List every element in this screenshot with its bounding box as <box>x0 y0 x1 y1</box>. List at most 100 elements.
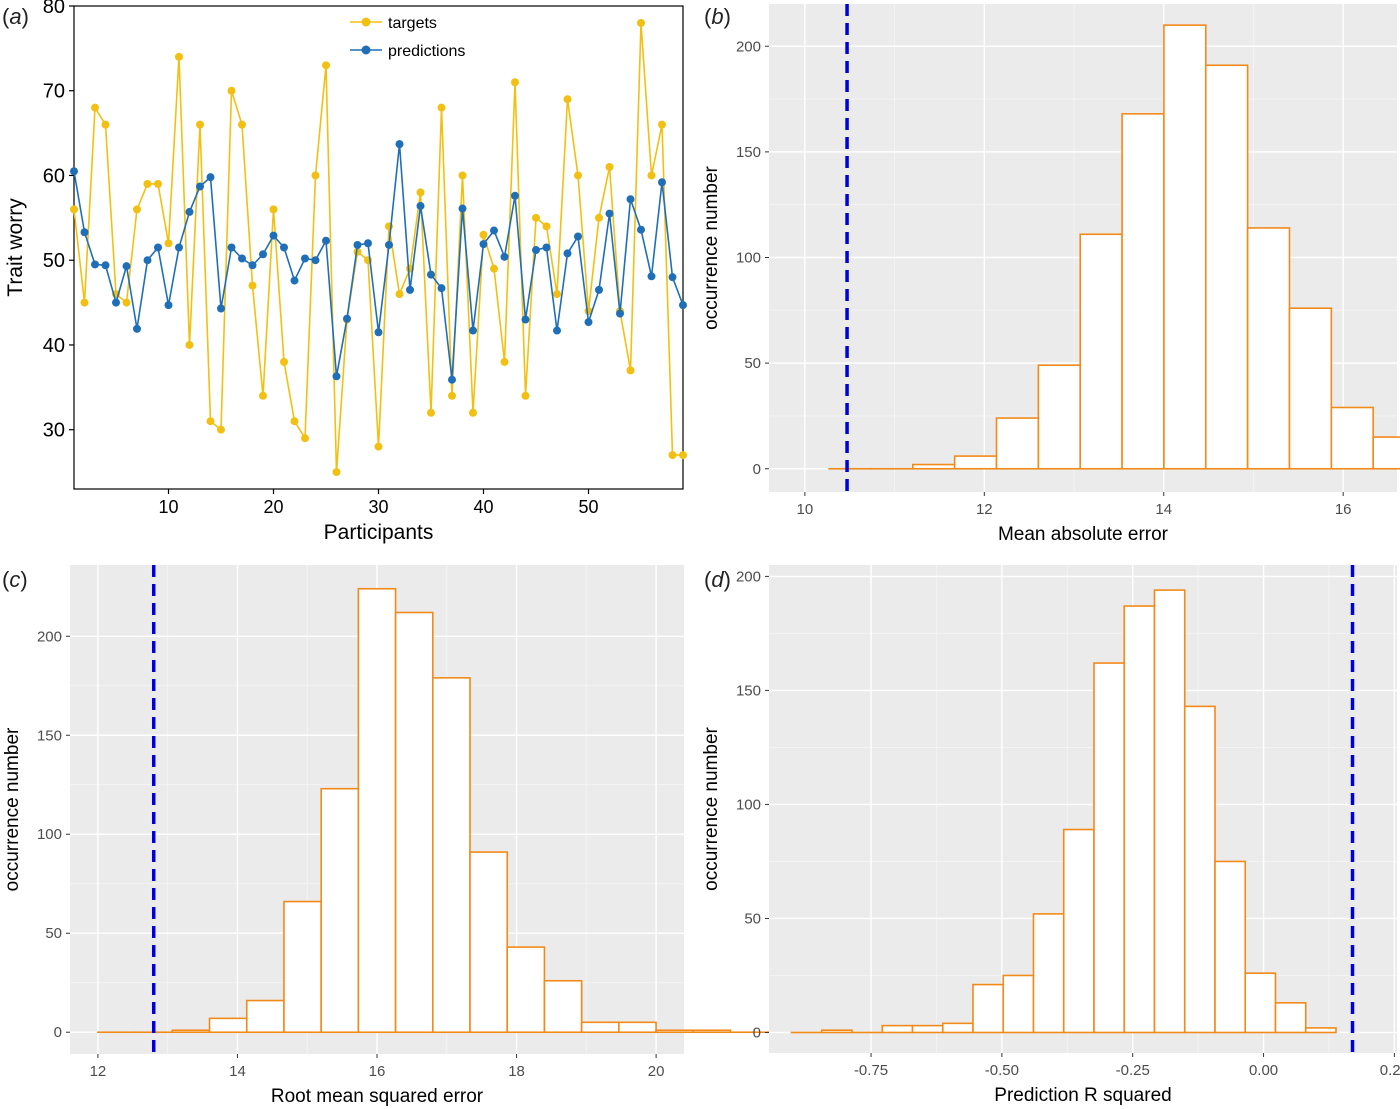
predictions-point <box>574 232 582 241</box>
y-tick-label: 150 <box>736 682 761 699</box>
panel-label-close: ) <box>22 4 29 29</box>
y-tick-label: 0 <box>753 461 761 478</box>
targets-point <box>91 103 99 112</box>
predictions-point <box>658 178 666 187</box>
predictions-point <box>542 243 551 252</box>
histogram-bar <box>1304 1027 1337 1034</box>
y-axis-label: occurrence number <box>2 727 23 891</box>
predictions-point <box>196 182 204 191</box>
predictions-point <box>70 167 78 176</box>
x-axis-label: Participants <box>324 521 434 544</box>
targets-point <box>196 120 204 129</box>
y-tick-label: 100 <box>736 250 761 267</box>
histogram-bar <box>171 1029 211 1034</box>
targets-point <box>248 281 257 290</box>
legend-marker-predictions <box>361 45 371 55</box>
predictions-point <box>112 298 120 307</box>
targets-point <box>374 442 383 451</box>
targets-point <box>80 298 89 307</box>
targets-point <box>395 290 404 299</box>
histogram-bar <box>655 1029 695 1034</box>
predictions-point <box>595 285 603 294</box>
histogram-bar <box>911 1024 944 1034</box>
panel-label-letter: a <box>9 4 21 29</box>
histogram-bar <box>1183 705 1216 1034</box>
predictions-point <box>605 209 614 218</box>
targets-point <box>679 451 687 460</box>
predictions-point <box>637 225 645 234</box>
targets-point <box>427 408 435 417</box>
panel-d: 0 50 100 150 200 -0.75 -0.50 -0.25 0.00 0.25 Predi… <box>701 565 1400 1106</box>
predictions-point <box>154 243 162 252</box>
targets-point <box>143 179 152 188</box>
predictions-point <box>248 261 257 270</box>
histogram-bar <box>245 999 285 1034</box>
histogram-bar <box>972 983 1005 1034</box>
predictions-point <box>427 270 435 279</box>
x-tick-label: 18 <box>508 1063 525 1080</box>
targets-point <box>521 391 530 400</box>
histogram-bar <box>1163 24 1207 470</box>
y-tick-label: 200 <box>736 568 761 585</box>
targets-point <box>668 451 677 460</box>
y-tick-label: 0 <box>753 1024 761 1041</box>
histogram-bar <box>1204 64 1249 470</box>
predictions-point <box>395 140 404 149</box>
predictions-point <box>532 246 540 255</box>
predictions-point <box>101 261 110 270</box>
predictions-point <box>217 304 225 313</box>
targets-point <box>301 434 309 443</box>
panel-label-close: ) <box>724 4 731 29</box>
histogram-bar <box>208 1017 248 1034</box>
predictions-point <box>280 243 288 252</box>
histogram-bar <box>469 851 509 1034</box>
x-tick-label: 16 <box>369 1063 386 1080</box>
histogram-bar <box>881 1024 914 1034</box>
x-tick-label: 40 <box>473 497 493 517</box>
targets-point <box>595 213 603 222</box>
targets-point <box>458 171 467 180</box>
panel-a: 30 40 50 60 70 80 10 20 30 40 50 Participants Trait … <box>4 0 687 544</box>
predictions-point <box>679 301 687 310</box>
panel-b: 0 50 100 150 200 10 12 14 16 Mean absolute error o… <box>701 4 1400 545</box>
x-tick-label: -0.75 <box>854 1062 888 1079</box>
targets-point <box>290 417 299 426</box>
targets-point <box>311 171 320 180</box>
x-tick-label: 0.00 <box>1249 1062 1278 1079</box>
histogram-bar <box>1274 1002 1307 1034</box>
histogram-bar <box>580 1021 620 1034</box>
targets-point <box>658 120 666 129</box>
predictions-point <box>343 314 351 323</box>
predictions-point <box>269 231 278 240</box>
targets-point <box>175 52 183 61</box>
histogram-bar <box>283 900 322 1034</box>
panel-label-close: ) <box>724 567 731 592</box>
targets-point <box>164 239 173 248</box>
x-tick-label: 50 <box>578 497 598 517</box>
targets-point <box>70 205 78 214</box>
targets-point <box>553 290 561 299</box>
targets-point <box>280 357 288 366</box>
predictions-point <box>448 375 456 384</box>
predictions-point <box>385 240 393 249</box>
targets-point <box>238 120 246 129</box>
histogram-bar <box>1079 233 1123 470</box>
targets-point <box>637 18 645 27</box>
histogram-bar <box>1002 974 1035 1034</box>
predictions-point <box>584 318 593 327</box>
predictions-point <box>458 204 467 213</box>
predictions-point <box>668 273 677 282</box>
plot-frame <box>73 5 684 490</box>
predictions-point <box>290 276 299 285</box>
targets-point <box>154 179 162 188</box>
histogram-bar <box>995 417 1040 470</box>
predictions-point <box>647 272 656 281</box>
histogram-bar <box>506 946 546 1034</box>
x-tick-label: 10 <box>158 497 178 517</box>
histogram-bar <box>1288 307 1333 470</box>
panel-label-letter: b <box>711 4 723 29</box>
x-tick-label: 20 <box>648 1063 665 1080</box>
x-tick-label: 12 <box>90 1063 107 1080</box>
predictions-point <box>91 260 99 269</box>
predictions-point <box>616 309 624 318</box>
